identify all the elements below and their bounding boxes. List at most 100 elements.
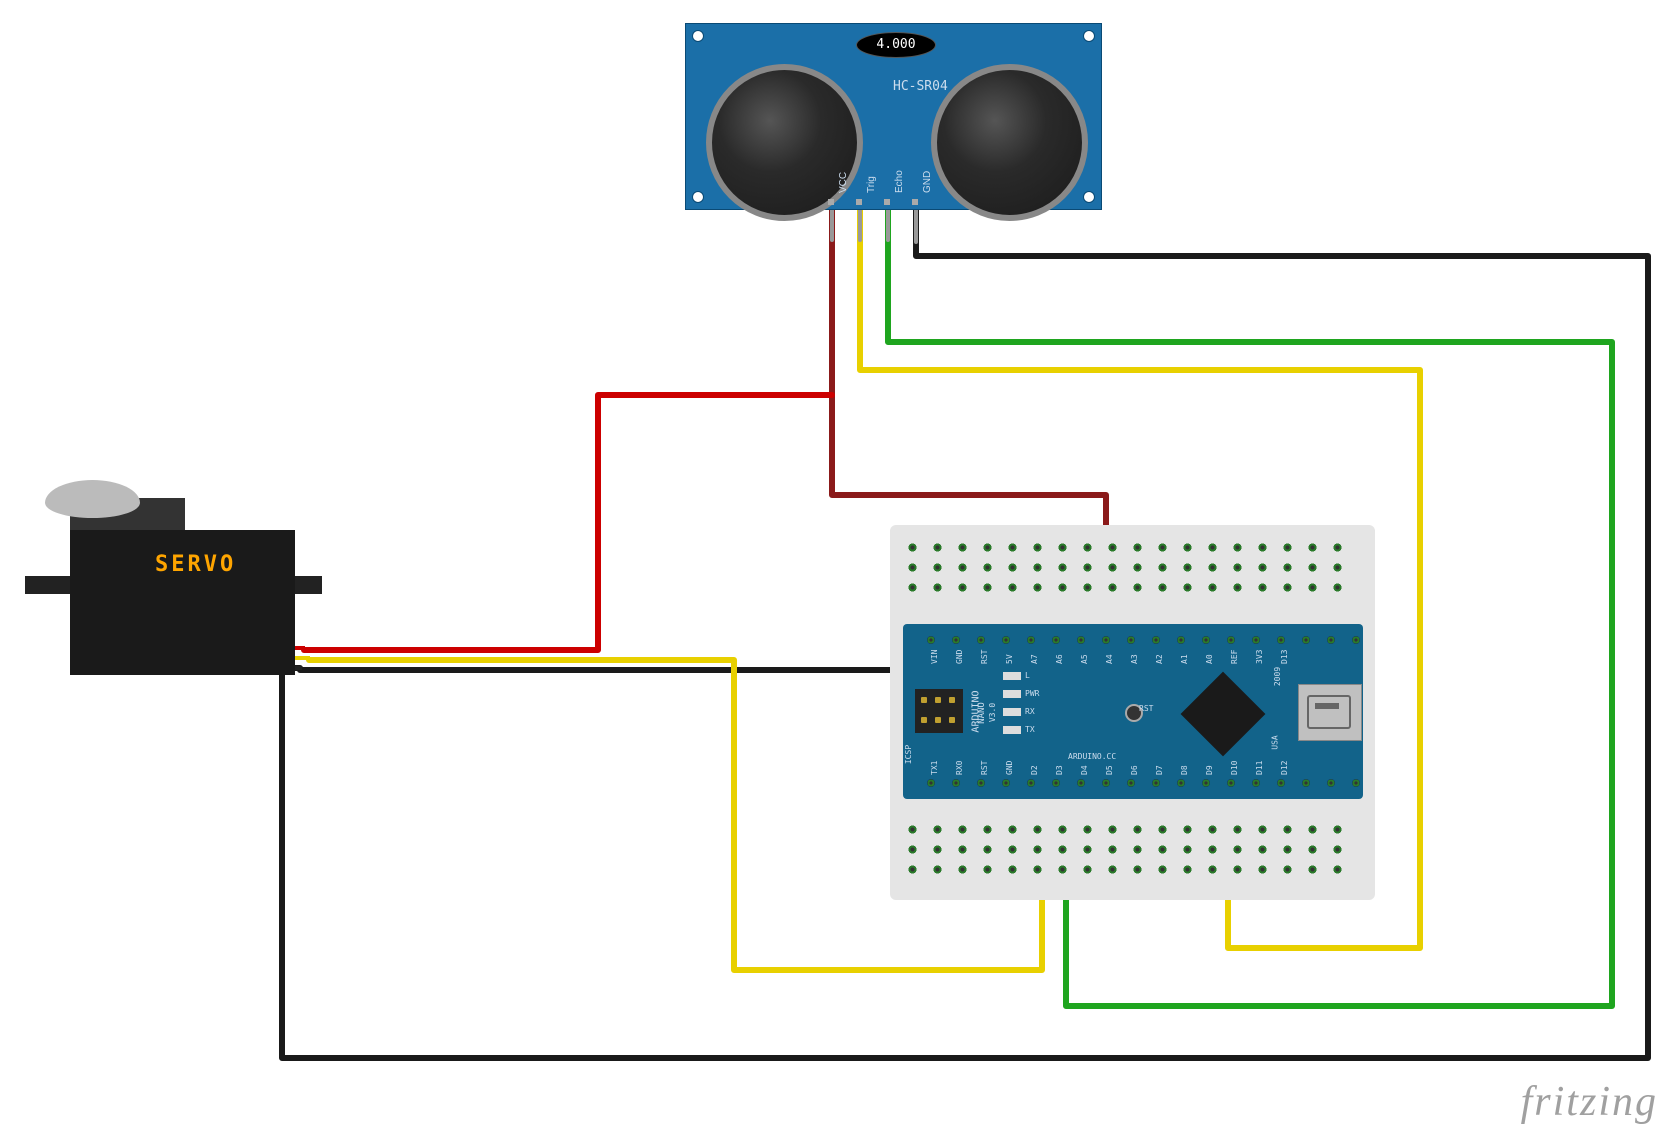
ultrasonic-sensor-hcsr04: 4.000 HC-SR04 VCCTrigEchoGND <box>685 23 1102 210</box>
nano-pin-d11 <box>1252 779 1260 787</box>
nano-pin-d7 <box>1152 779 1160 787</box>
servo-lead-black <box>295 666 302 670</box>
status-led-tx <box>1003 726 1021 734</box>
hcsr04-model-label: HC-SR04 <box>893 79 948 94</box>
breadboard-hole <box>1258 865 1267 874</box>
breadboard-hole <box>933 563 942 572</box>
nano-pin-ref <box>1227 636 1235 644</box>
product2-label: NANO <box>977 702 987 724</box>
pin-label: D3 <box>1055 765 1064 775</box>
breadboard-hole <box>1233 825 1242 834</box>
breadboard-hole <box>1083 865 1092 874</box>
hcsr04-pin-label: VCC <box>838 172 849 193</box>
made-label: USA <box>1271 735 1280 749</box>
breadboard-hole <box>1183 543 1192 552</box>
nano-pin-a0 <box>1202 636 1210 644</box>
breadboard-hole <box>1058 845 1067 854</box>
nano-pin-d6 <box>1127 779 1135 787</box>
nano-pin-5v <box>1002 636 1010 644</box>
breadboard-hole <box>1033 563 1042 572</box>
status-led-rx <box>1003 708 1021 716</box>
breadboard-hole <box>1058 563 1067 572</box>
breadboard-hole <box>1258 543 1267 552</box>
nano-pin-a6 <box>1052 636 1060 644</box>
breadboard-hole <box>1258 825 1267 834</box>
servo-lead-red <box>295 646 305 650</box>
breadboard-hole <box>1133 845 1142 854</box>
breadboard-hole <box>1008 563 1017 572</box>
nano-pin-rst <box>977 779 985 787</box>
breadboard-hole <box>1158 563 1167 572</box>
pin-label: RST <box>980 761 989 775</box>
breadboard-hole <box>1158 845 1167 854</box>
breadboard-hole <box>1108 845 1117 854</box>
servo-lead-yellow <box>295 656 310 660</box>
pin-label: A2 <box>1155 654 1164 664</box>
led-label: RX <box>1025 707 1035 716</box>
pin-label: D11 <box>1255 761 1264 775</box>
breadboard-hole <box>933 845 942 854</box>
pin-label: D2 <box>1030 765 1039 775</box>
pin-label: D7 <box>1155 765 1164 775</box>
pin-label: D9 <box>1205 765 1214 775</box>
icsp-label: ICSP <box>904 745 913 764</box>
servo-horn <box>45 480 140 518</box>
servo-body: SERVO <box>70 530 295 675</box>
nano-pin-d3 <box>1052 779 1060 787</box>
breadboard-hole <box>1308 845 1317 854</box>
breadboard-hole <box>1158 825 1167 834</box>
breadboard-hole <box>933 543 942 552</box>
nano-pin-nc <box>1327 636 1335 644</box>
breadboard-hole <box>1333 543 1342 552</box>
breadboard-hole <box>1308 563 1317 572</box>
breadboard-hole <box>1083 825 1092 834</box>
nano-pin-nc <box>1302 636 1310 644</box>
breadboard-hole <box>1108 543 1117 552</box>
mounting-hole <box>692 30 704 42</box>
breadboard-hole <box>908 563 917 572</box>
hcsr04-pin-echo <box>884 199 890 205</box>
pin-label: REF <box>1230 650 1239 664</box>
nano-pin-d13 <box>1277 636 1285 644</box>
breadboard-hole <box>1233 543 1242 552</box>
breadboard-hole <box>1258 845 1267 854</box>
breadboard-hole <box>983 583 992 592</box>
breadboard-hole <box>1183 583 1192 592</box>
nano-pin-a4 <box>1102 636 1110 644</box>
hcsr04-pin-trig <box>856 199 862 205</box>
ultrasonic-transmitter-disc <box>706 64 863 221</box>
breadboard-hole <box>983 865 992 874</box>
hcsr04-display-value: 4.000 <box>876 37 915 52</box>
breadboard-hole <box>1158 865 1167 874</box>
website-label: ARDUINO.CC <box>1068 752 1116 761</box>
hcsr04-board: 4.000 HC-SR04 VCCTrigEchoGND <box>685 23 1102 210</box>
breadboard-hole <box>1058 865 1067 874</box>
breadboard-hole <box>1133 865 1142 874</box>
nano-pin-d10 <box>1227 779 1235 787</box>
nano-pin-a5 <box>1077 636 1085 644</box>
breadboard-hole <box>1108 825 1117 834</box>
breadboard-hole <box>908 825 917 834</box>
breadboard-hole <box>958 865 967 874</box>
nano-pin-gnd <box>1002 779 1010 787</box>
icsp-header <box>915 689 963 733</box>
breadboard-hole <box>1308 583 1317 592</box>
breadboard-hole <box>908 583 917 592</box>
nano-pin-d4 <box>1077 779 1085 787</box>
version-label: V3.0 <box>988 703 997 722</box>
breadboard-hole <box>1308 825 1317 834</box>
year-label: 2009 <box>1273 667 1282 686</box>
pin-label: GND <box>1005 761 1014 775</box>
breadboard-hole <box>1333 825 1342 834</box>
led-label: L <box>1025 671 1030 680</box>
arduino-nano-board: LPWRRXTX VINGNDRST5VA7A6A5A4A3A2A1A0REF3… <box>903 624 1363 799</box>
breadboard-hole <box>1158 543 1167 552</box>
nano-pin-nc <box>1327 779 1335 787</box>
servo-label: SERVO <box>155 552 236 577</box>
servo-mount-tab <box>294 576 322 594</box>
breadboard-hole <box>1058 825 1067 834</box>
breadboard-hole <box>1183 563 1192 572</box>
breadboard-hole <box>1333 865 1342 874</box>
breadboard-hole <box>1208 865 1217 874</box>
pin-label: D5 <box>1105 765 1114 775</box>
